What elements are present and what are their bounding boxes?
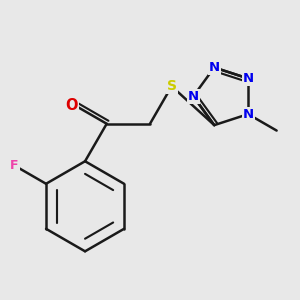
Text: N: N [243, 72, 254, 85]
Text: N: N [243, 108, 254, 121]
Text: O: O [65, 98, 78, 113]
Text: F: F [10, 159, 19, 172]
Text: S: S [167, 79, 177, 93]
Text: N: N [188, 90, 199, 103]
Text: N: N [209, 61, 220, 74]
